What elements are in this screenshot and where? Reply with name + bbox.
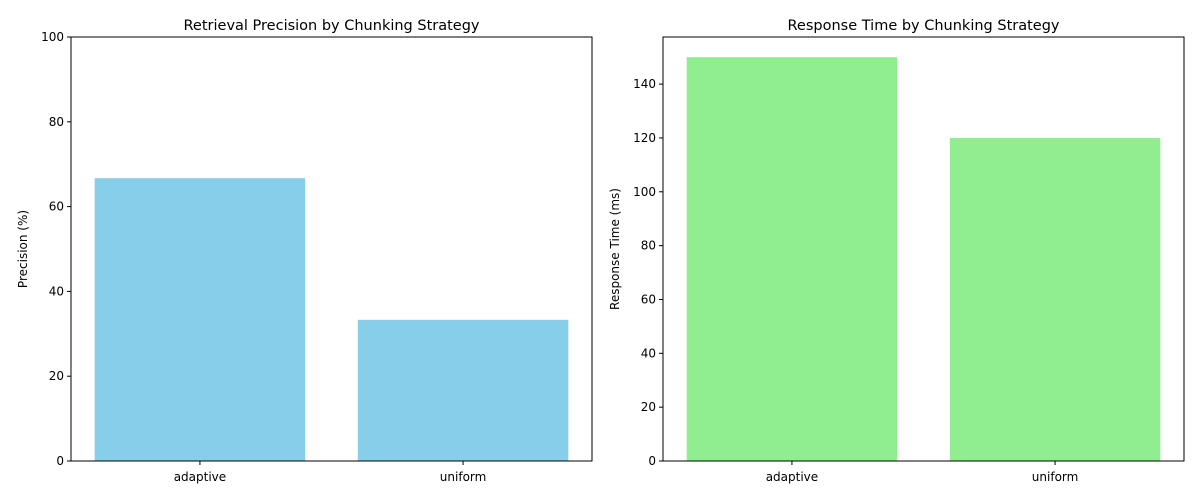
response-time-y-tick-label: 80 xyxy=(641,239,656,253)
precision-y-tick-label: 100 xyxy=(41,30,64,44)
precision-y-tick-label: 60 xyxy=(49,200,64,214)
precision-y-tick-label: 0 xyxy=(56,454,64,468)
response-time-x-tick-label: adaptive xyxy=(766,470,818,484)
response-time-y-tick-label: 120 xyxy=(633,131,656,145)
precision-chart-y-axis-label: Precision (%) xyxy=(16,210,30,288)
response-time-bar-uniform xyxy=(949,137,1161,461)
precision-plot-frame xyxy=(70,36,593,462)
precision-y-ticks: 0 20 40 60 80 100 xyxy=(41,30,71,468)
response-time-plot-frame xyxy=(662,36,1185,462)
precision-y-tick-label: 20 xyxy=(49,369,64,383)
response-time-y-tick-label: 40 xyxy=(641,346,656,360)
response-time-y-tick-label: 60 xyxy=(641,292,656,306)
precision-chart-title: Retrieval Precision by Chunking Strategy xyxy=(184,18,480,34)
response-time-chart-panel: Response Time by Chunking Strategy Respo… xyxy=(608,18,1185,484)
precision-y-tick-label: 80 xyxy=(49,115,64,129)
response-time-chart-y-axis-label: Response Time (ms) xyxy=(608,188,622,310)
response-time-y-tick-label: 100 xyxy=(633,185,656,199)
response-time-bar-adaptive xyxy=(686,57,898,461)
response-time-y-tick-label: 20 xyxy=(641,400,656,414)
precision-y-tick-label: 40 xyxy=(49,284,64,298)
response-time-y-ticks: 0 20 40 60 80 100 120 140 xyxy=(633,77,663,468)
precision-x-ticks: adaptive uniform xyxy=(174,461,487,484)
response-time-chart-title: Response Time by Chunking Strategy xyxy=(788,18,1060,34)
precision-chart-panel: Retrieval Precision by Chunking Strategy… xyxy=(16,18,593,484)
response-time-x-ticks: adaptive uniform xyxy=(766,461,1079,484)
precision-x-tick-label: adaptive xyxy=(174,470,226,484)
precision-bars xyxy=(94,178,569,461)
response-time-bars xyxy=(686,57,1161,461)
precision-bar-adaptive xyxy=(94,178,306,461)
precision-x-tick-label: uniform xyxy=(440,470,487,484)
response-time-y-tick-label: 140 xyxy=(633,77,656,91)
response-time-y-tick-label: 0 xyxy=(648,454,656,468)
response-time-x-tick-label: uniform xyxy=(1032,470,1079,484)
precision-bar-uniform xyxy=(357,319,569,461)
